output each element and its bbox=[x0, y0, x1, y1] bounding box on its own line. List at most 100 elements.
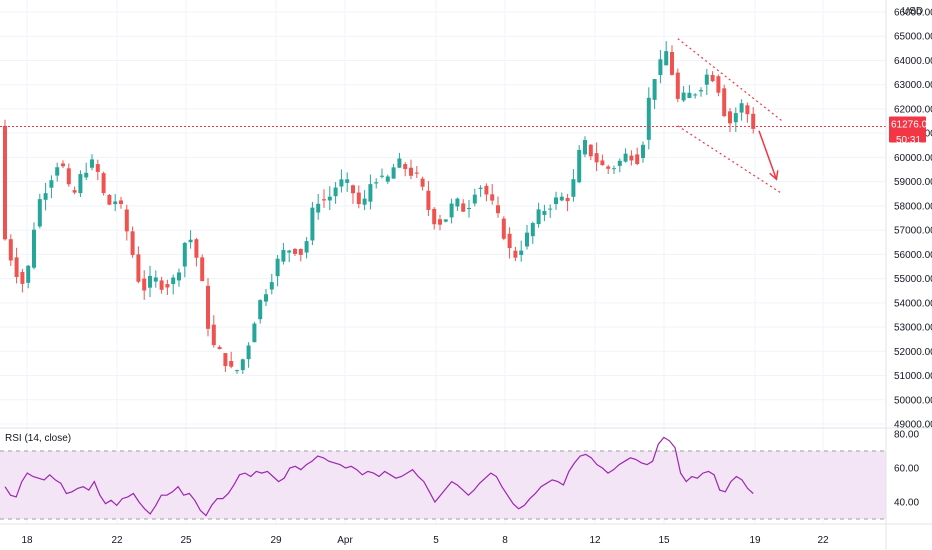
candle-body bbox=[8, 239, 13, 261]
candle-body bbox=[293, 248, 297, 254]
rsi-pane[interactable]: RSI (14, close) bbox=[0, 433, 886, 520]
candle-body bbox=[652, 79, 657, 100]
time-tick-label: 29 bbox=[270, 535, 282, 546]
candle-body bbox=[246, 345, 251, 360]
candle-body bbox=[362, 198, 367, 205]
candle-body bbox=[153, 277, 158, 282]
candle-body bbox=[739, 103, 744, 113]
price-tick-label: 53000.00 bbox=[894, 323, 932, 334]
candle-body bbox=[113, 201, 118, 205]
candle-body bbox=[159, 280, 164, 290]
candle-body bbox=[327, 196, 332, 201]
time-tick-label: 25 bbox=[180, 535, 192, 546]
candle-body bbox=[188, 239, 193, 243]
candle-body bbox=[211, 324, 216, 346]
candle-body bbox=[316, 203, 321, 213]
channel-line bbox=[677, 38, 783, 122]
price-tick-label: 60000.00 bbox=[894, 153, 932, 164]
candle-body bbox=[391, 167, 396, 179]
price-tick-label: 59000.00 bbox=[894, 177, 932, 188]
arrow-shaft bbox=[758, 130, 778, 180]
time-axis[interactable]: 18 22 25 29 Apr 5 8 12 15 19 22 bbox=[21, 535, 829, 546]
candle-body bbox=[600, 160, 605, 166]
candle-body bbox=[490, 194, 495, 201]
candle-body bbox=[217, 347, 222, 350]
last-price-tag: 61276.02 50:31 bbox=[889, 116, 932, 146]
candle-body bbox=[403, 164, 408, 170]
candle-body bbox=[571, 179, 576, 197]
candle-body bbox=[32, 229, 36, 268]
candle-body bbox=[536, 209, 541, 225]
candle-body bbox=[165, 284, 170, 288]
price-tick-label: 62000.00 bbox=[894, 104, 932, 115]
candle-body bbox=[119, 200, 123, 205]
candle-body bbox=[722, 88, 727, 117]
time-tick-label: 15 bbox=[658, 535, 670, 546]
candle-body bbox=[565, 198, 570, 202]
trend-arrow bbox=[758, 130, 779, 181]
candle-body bbox=[252, 323, 257, 343]
time-tick-label: Apr bbox=[337, 535, 353, 546]
candle-body bbox=[646, 97, 651, 140]
candle-body bbox=[467, 207, 471, 209]
candle-body bbox=[43, 193, 48, 200]
candle-body bbox=[148, 275, 152, 288]
price-tick-label: 58000.00 bbox=[894, 201, 932, 212]
candle-body bbox=[664, 51, 669, 66]
candle-body bbox=[142, 278, 147, 291]
candle-body bbox=[542, 210, 547, 215]
price-pane[interactable] bbox=[0, 38, 886, 374]
candle-body bbox=[525, 232, 529, 247]
candle-body bbox=[356, 192, 361, 205]
candle-body bbox=[20, 271, 25, 284]
rsi-axis: 40.00 60.00 80.00 bbox=[894, 430, 919, 509]
price-tick-label: 55000.00 bbox=[894, 274, 932, 285]
candle-body bbox=[513, 250, 518, 258]
candle-body bbox=[194, 239, 199, 258]
candle-body bbox=[339, 179, 344, 187]
candle-body bbox=[84, 172, 89, 178]
candle-body bbox=[675, 72, 680, 99]
candle-body bbox=[699, 90, 703, 92]
time-tick-label: 8 bbox=[502, 535, 508, 546]
rsi-label: RSI (14, close) bbox=[5, 433, 71, 444]
price-tick-label: 49000.00 bbox=[894, 420, 932, 431]
candle-body bbox=[3, 125, 7, 240]
candle-body bbox=[49, 180, 54, 188]
time-tick-label: 22 bbox=[817, 535, 829, 546]
candle-body bbox=[658, 59, 663, 76]
candle-body bbox=[728, 111, 732, 124]
candle-body bbox=[478, 187, 483, 189]
price-tick-label: 54000.00 bbox=[894, 298, 932, 309]
candle-body bbox=[61, 163, 65, 167]
candle-body bbox=[310, 207, 315, 241]
candle-body bbox=[95, 164, 100, 172]
price-tick-label: 51000.00 bbox=[894, 371, 932, 382]
candle-body bbox=[37, 199, 42, 227]
channel-lines bbox=[677, 38, 783, 195]
price-tick-label: 63000.00 bbox=[894, 80, 932, 91]
candle-body bbox=[606, 166, 611, 169]
candle-body bbox=[501, 218, 506, 239]
candle-body bbox=[374, 182, 379, 184]
channel-line bbox=[677, 125, 783, 195]
candle-body bbox=[287, 250, 292, 253]
candle-body bbox=[206, 285, 210, 329]
time-tick-label: 19 bbox=[749, 535, 761, 546]
candle-body bbox=[710, 75, 715, 82]
candle-body bbox=[345, 179, 350, 183]
candle-body bbox=[693, 94, 698, 96]
candle-body bbox=[629, 155, 634, 161]
candle-body bbox=[258, 300, 263, 320]
candle-body bbox=[617, 160, 622, 166]
candle-body bbox=[420, 178, 425, 187]
candle-body bbox=[269, 282, 274, 290]
candle-body bbox=[507, 233, 512, 249]
candle-body bbox=[72, 190, 77, 193]
candle-body bbox=[733, 113, 738, 123]
price-axis[interactable]: 49000.00 50000.00 51000.00 52000.00 53000.00… bbox=[894, 8, 932, 431]
candle-body bbox=[716, 76, 721, 93]
candle-body bbox=[124, 209, 129, 232]
time-tick-label: 12 bbox=[589, 535, 601, 546]
candle-body bbox=[281, 249, 286, 262]
